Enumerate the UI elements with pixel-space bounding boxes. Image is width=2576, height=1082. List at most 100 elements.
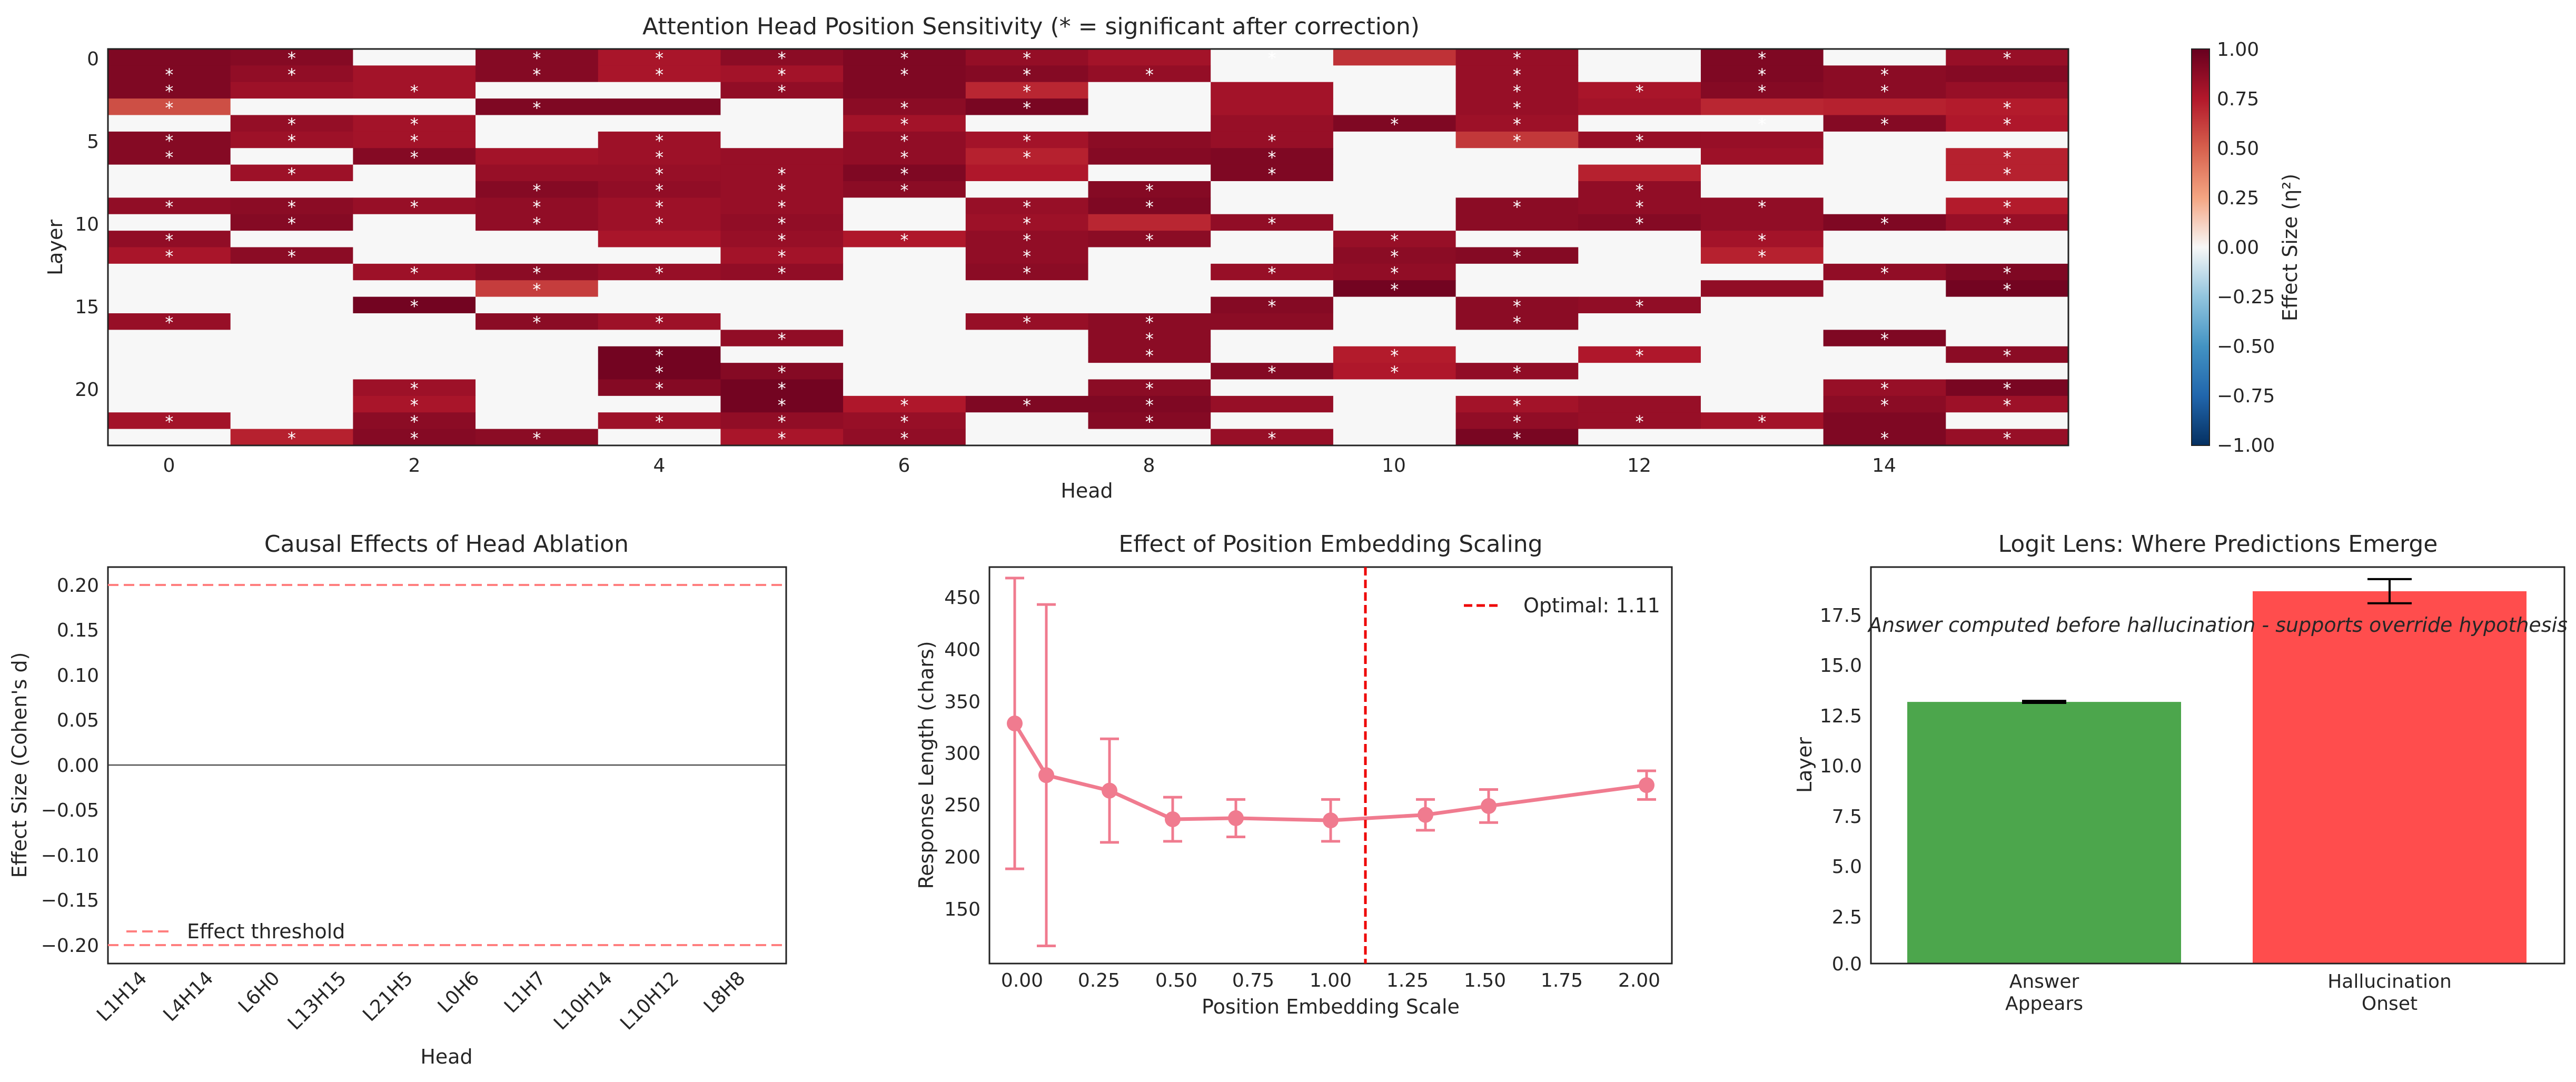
scaling-x-tick: 1.75 [1541,970,1583,991]
heatmap-cell [1946,231,2069,248]
heatmap-cell [1946,148,2069,165]
ablation-y-label: Effect Size (Cohen's d) [8,652,31,878]
scaling-y-label: Response Length (chars) [915,641,938,889]
heatmap-cell [353,65,476,83]
significance-marker: * [778,213,786,233]
significance-marker: * [532,213,541,233]
significance-marker: * [1023,230,1031,250]
heatmap-cell [1578,65,1701,83]
significance-marker: * [1758,246,1766,266]
significance-marker: * [1145,412,1154,432]
heatmap-cell [1946,181,2069,198]
scaling-y-tick: 200 [944,847,980,868]
heatmap-x-label: Head [1061,479,1113,502]
logit-error-bar [2367,578,2412,604]
significance-marker: * [655,263,663,283]
heatmap-cell [843,379,966,396]
heatmap-cell [353,164,476,182]
significance-marker: * [2003,428,2012,448]
heatmap-cell [1455,115,1579,132]
scaling-frame [988,566,1673,965]
significance-marker: * [778,197,786,217]
significance-marker: * [1513,428,1521,448]
heatmap-cell [353,49,476,66]
significance-marker: * [165,98,173,118]
scaling-x-label: Position Embedding Scale [1202,995,1460,1018]
heatmap-cell [1823,231,1946,248]
ablation-legend-label: Effect threshold [187,920,345,943]
significance-marker: * [2003,164,2012,184]
scaling-x-ticks: 0.00 0.25 0.50 0.75 1.00 1.25 1.50 1.75 … [1001,970,1660,991]
significance-marker: * [288,48,296,68]
significance-marker: * [410,379,419,399]
heatmap-cell [598,214,721,231]
heatmap-cell [1088,231,1211,248]
heatmap-cell [108,429,231,446]
heatmap-cell [108,214,231,231]
heatmap-cell [965,263,1089,281]
significance-marker: * [1023,131,1031,151]
heatmap-x-ticks: 0 2 4 6 8 10 12 14 [163,455,1896,477]
heatmap-cell [1578,82,1701,99]
ablation-x-label: Head [420,1045,472,1068]
heatmap-cell [1333,346,1457,363]
heatmap-cell [1946,214,2069,231]
heatmap-cell [1578,263,1701,281]
heatmap-cell [843,247,966,264]
heatmap-cell [1333,280,1457,297]
significance-marker: * [410,428,419,448]
scaling-point [1418,807,1433,823]
heatmap-cell [1823,313,1946,330]
logit-bar [1907,702,2181,964]
heatmap-cell [108,313,231,330]
colorbar-tick: 0.00 [2217,237,2259,259]
heatmap-cell [965,429,1089,446]
heatmap-cell [1211,82,1334,99]
heatmap-cell [843,231,966,248]
heatmap-cell [1211,98,1334,116]
heatmap-cell [353,412,476,430]
scaling-x-tick: 0.50 [1155,970,1197,991]
heatmap-cell [353,280,476,297]
heatmap-cell [1578,181,1701,198]
heatmap-cell [1946,263,2069,281]
significance-marker: * [288,114,296,134]
scaling-point [1481,798,1497,814]
heatmap-cell [598,395,721,413]
significance-marker: * [655,48,663,68]
significance-marker: * [410,81,419,101]
heatmap-x-tick: 14 [1872,455,1896,477]
ablation-x-tick: L6H0 [234,967,284,1017]
significance-marker: * [1145,329,1154,349]
heatmap-cell [965,231,1089,248]
heatmap-cell [1946,330,2069,347]
ablation-y-tick: 0.00 [57,755,99,777]
logit-y-tick: 2.5 [1832,907,1862,928]
significance-marker: * [1268,213,1276,233]
heatmap-cell [1946,164,2069,182]
significance-marker: * [410,197,419,217]
heatmap-cell [1211,296,1334,314]
significance-marker: * [2003,48,2012,68]
heatmap-cell [843,49,966,66]
heatmap-cell [843,330,966,347]
heatmap-cell [1211,214,1334,231]
significance-marker: * [2003,280,2012,300]
logit-y-label: Layer [1793,737,1816,793]
heatmap-cell [230,148,353,165]
heatmap-cell [1455,296,1579,314]
significance-marker: * [1636,213,1644,233]
ablation-x-tick: L1H14 [93,967,151,1026]
heatmap-cell [230,197,353,215]
significance-marker: * [532,181,541,201]
heatmap-cell [1946,395,2069,413]
heatmap-cell [720,98,844,116]
significance-marker: * [288,213,296,233]
heatmap-cell [843,263,966,281]
significance-marker: * [1390,280,1399,300]
heatmap-cell [108,148,231,165]
heatmap-cell [108,231,231,248]
significance-marker: * [2003,345,2012,365]
colorbar-tick: −0.75 [2217,385,2275,407]
